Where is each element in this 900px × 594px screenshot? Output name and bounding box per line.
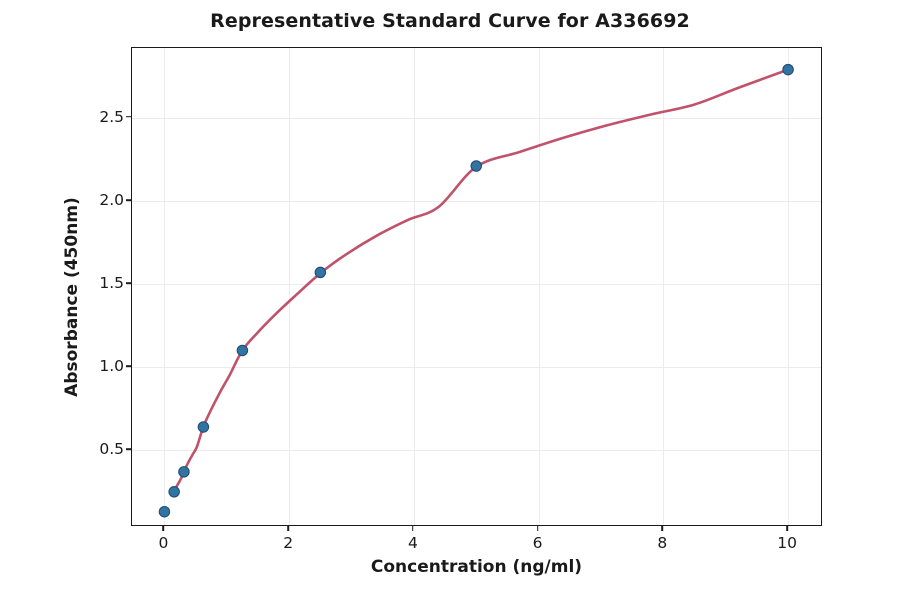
gridline-x-5 — [788, 48, 790, 525]
x-axis-label: Concentration (ng/ml) — [370, 557, 583, 577]
x-tick-label-0: 0 — [158, 534, 169, 552]
gridline-y-4 — [132, 117, 821, 119]
x-tick-label-4: 8 — [657, 534, 668, 552]
y-axis-tick-marks — [126, 0, 132, 594]
gridline-x-0 — [164, 48, 166, 525]
x-tick-label-2: 4 — [407, 534, 418, 552]
x-tick-mark-1 — [287, 526, 289, 531]
data-layer — [158, 63, 794, 518]
y-tick-mark-0 — [126, 448, 131, 450]
y-tick-label-4: 2.5 — [99, 107, 124, 126]
y-tick-mark-3 — [126, 199, 131, 201]
gridline-y-0 — [132, 450, 821, 452]
x-tick-mark-5 — [786, 526, 788, 531]
y-tick-label-3: 2.0 — [99, 190, 124, 209]
gridline-y-1 — [132, 367, 821, 369]
data-point — [470, 160, 482, 172]
x-tick-mark-4 — [661, 526, 664, 531]
data-point — [158, 505, 171, 518]
y-axis-label: Absorbance (450nm) — [62, 197, 82, 397]
x-tick-label-3: 6 — [532, 534, 543, 552]
gridline-x-4 — [663, 48, 665, 525]
chart-title: Representative Standard Curve for A33669… — [210, 10, 690, 32]
data-point — [314, 266, 327, 279]
y-tick-mark-4 — [126, 116, 131, 118]
gridline-x-3 — [538, 48, 540, 525]
data-point — [197, 421, 210, 433]
x-tick-mark-3 — [536, 526, 539, 531]
gridline-x-2 — [413, 48, 415, 525]
fit-curve-line — [172, 68, 790, 494]
x-tick-mark-0 — [162, 526, 165, 531]
y-tick-mark-1 — [126, 365, 131, 367]
data-point — [782, 63, 794, 76]
y-axis-tick-labels: 0.5 1.0 1.5 2.0 2.5 — [60, 0, 124, 594]
data-point — [178, 466, 190, 478]
gridline-x-1 — [289, 48, 291, 525]
x-tick-label-5: 10 — [777, 534, 797, 552]
y-tick-label-1: 1.0 — [99, 357, 124, 376]
y-tick-label-0: 0.5 — [99, 440, 124, 459]
plot-area — [131, 47, 822, 526]
x-tick-mark-2 — [412, 526, 414, 531]
data-point — [168, 486, 180, 498]
gridline-y-2 — [132, 284, 821, 285]
data-point — [236, 344, 249, 357]
y-tick-mark-2 — [126, 282, 131, 284]
x-tick-label-1: 2 — [283, 534, 294, 552]
gridline-y-3 — [132, 200, 821, 202]
y-tick-label-2: 1.5 — [99, 274, 124, 292]
data-point-markers — [158, 63, 794, 518]
